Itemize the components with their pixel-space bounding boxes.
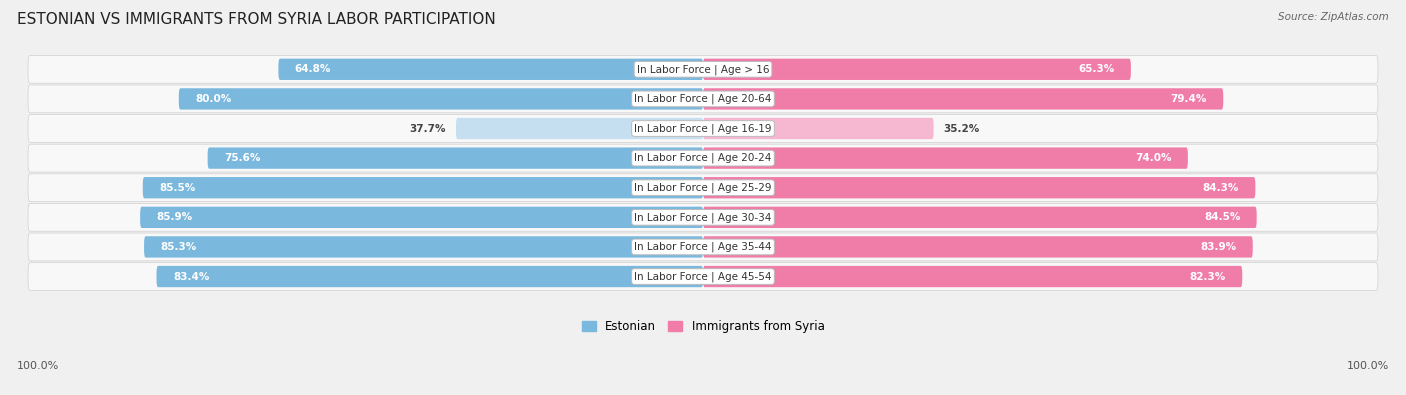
Text: 79.4%: 79.4% xyxy=(1171,94,1206,104)
Text: 84.5%: 84.5% xyxy=(1204,213,1240,222)
Text: In Labor Force | Age 16-19: In Labor Force | Age 16-19 xyxy=(634,123,772,134)
Text: 85.5%: 85.5% xyxy=(159,183,195,193)
FancyBboxPatch shape xyxy=(456,118,703,139)
FancyBboxPatch shape xyxy=(28,263,1378,290)
FancyBboxPatch shape xyxy=(28,233,1378,261)
Text: 64.8%: 64.8% xyxy=(295,64,332,74)
FancyBboxPatch shape xyxy=(703,266,1243,287)
FancyBboxPatch shape xyxy=(28,85,1378,113)
Text: 35.2%: 35.2% xyxy=(943,124,980,134)
FancyBboxPatch shape xyxy=(28,144,1378,172)
FancyBboxPatch shape xyxy=(703,236,1253,258)
FancyBboxPatch shape xyxy=(703,177,1256,198)
Text: 100.0%: 100.0% xyxy=(17,361,59,371)
Text: In Labor Force | Age 20-64: In Labor Force | Age 20-64 xyxy=(634,94,772,104)
FancyBboxPatch shape xyxy=(179,88,703,109)
Text: 75.6%: 75.6% xyxy=(224,153,260,163)
FancyBboxPatch shape xyxy=(28,203,1378,231)
Text: In Labor Force | Age 20-24: In Labor Force | Age 20-24 xyxy=(634,153,772,164)
Text: 85.9%: 85.9% xyxy=(156,213,193,222)
Text: In Labor Force | Age 45-54: In Labor Force | Age 45-54 xyxy=(634,271,772,282)
FancyBboxPatch shape xyxy=(156,266,703,287)
FancyBboxPatch shape xyxy=(141,207,703,228)
Text: In Labor Force | Age 35-44: In Labor Force | Age 35-44 xyxy=(634,242,772,252)
Text: 83.9%: 83.9% xyxy=(1201,242,1236,252)
FancyBboxPatch shape xyxy=(703,88,1223,109)
FancyBboxPatch shape xyxy=(143,177,703,198)
Text: 85.3%: 85.3% xyxy=(160,242,197,252)
FancyBboxPatch shape xyxy=(208,147,703,169)
Text: 80.0%: 80.0% xyxy=(195,94,232,104)
Text: 84.3%: 84.3% xyxy=(1202,183,1239,193)
Text: 37.7%: 37.7% xyxy=(409,124,446,134)
Text: 83.4%: 83.4% xyxy=(173,271,209,282)
FancyBboxPatch shape xyxy=(703,147,1188,169)
Text: 100.0%: 100.0% xyxy=(1347,361,1389,371)
FancyBboxPatch shape xyxy=(143,236,703,258)
Text: In Labor Force | Age 25-29: In Labor Force | Age 25-29 xyxy=(634,182,772,193)
FancyBboxPatch shape xyxy=(703,58,1130,80)
Text: 65.3%: 65.3% xyxy=(1078,64,1115,74)
Text: ESTONIAN VS IMMIGRANTS FROM SYRIA LABOR PARTICIPATION: ESTONIAN VS IMMIGRANTS FROM SYRIA LABOR … xyxy=(17,12,496,27)
FancyBboxPatch shape xyxy=(28,55,1378,83)
Text: 74.0%: 74.0% xyxy=(1135,153,1171,163)
FancyBboxPatch shape xyxy=(28,115,1378,143)
FancyBboxPatch shape xyxy=(278,58,703,80)
Text: In Labor Force | Age > 16: In Labor Force | Age > 16 xyxy=(637,64,769,75)
Text: 82.3%: 82.3% xyxy=(1189,271,1226,282)
FancyBboxPatch shape xyxy=(703,118,934,139)
FancyBboxPatch shape xyxy=(703,207,1257,228)
Text: Source: ZipAtlas.com: Source: ZipAtlas.com xyxy=(1278,12,1389,22)
Text: In Labor Force | Age 30-34: In Labor Force | Age 30-34 xyxy=(634,212,772,222)
Legend: Estonian, Immigrants from Syria: Estonian, Immigrants from Syria xyxy=(576,315,830,338)
FancyBboxPatch shape xyxy=(28,174,1378,201)
